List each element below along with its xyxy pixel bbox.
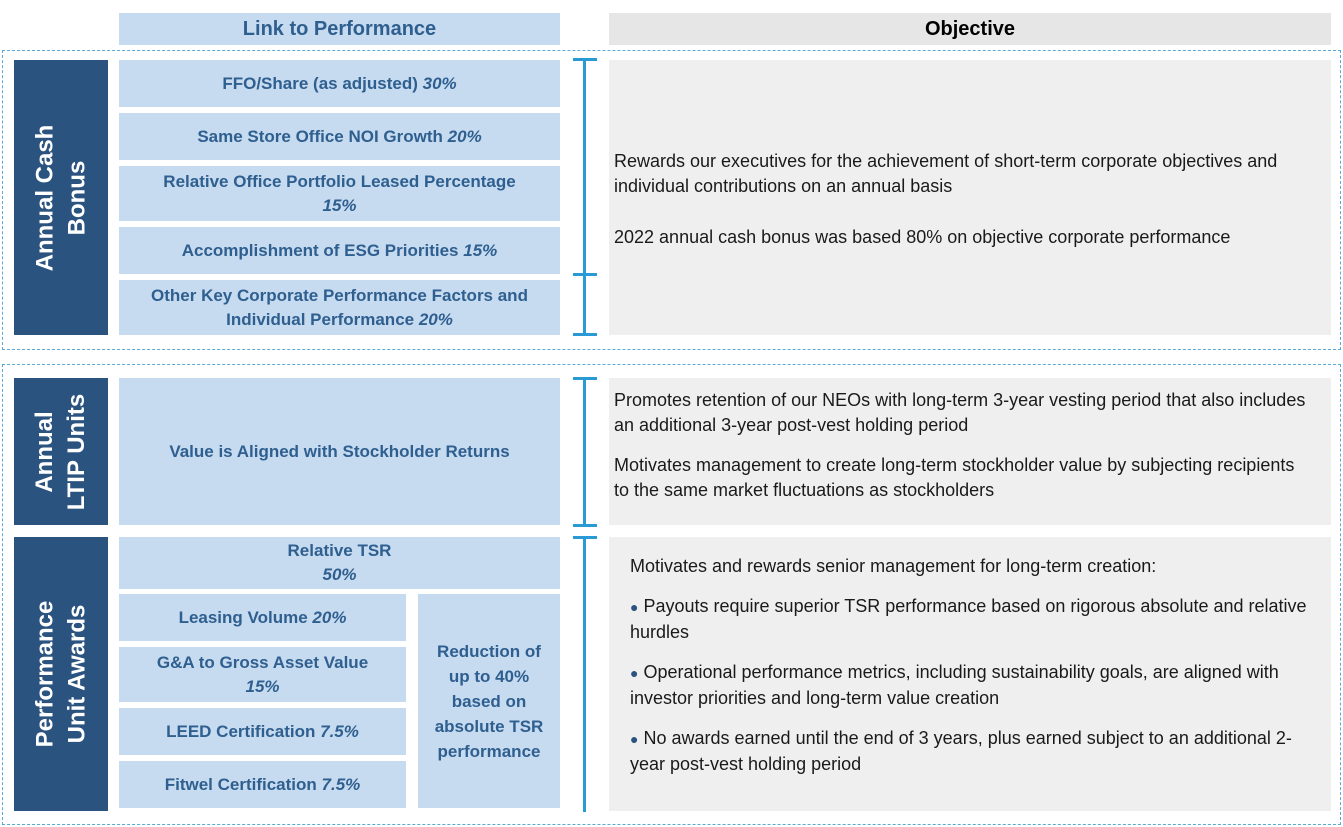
objective-text: Motivates management to create long-term… (614, 455, 1295, 500)
metric-weight: 7.5% (320, 721, 359, 741)
metric-other-key-factors: Other Key Corporate Performance Factors … (119, 280, 560, 335)
objective-bullet: ● Operational performance metrics, inclu… (630, 660, 1311, 711)
label-line: Unit Awards (63, 604, 91, 744)
metric-ffo-share: FFO/Share (as adjusted) 30% (119, 60, 560, 107)
label-line: Performance (31, 600, 59, 748)
metric-weight: 50% (322, 565, 357, 584)
objective-intro: Motivates and rewards senior management … (630, 556, 1157, 576)
bracket-performance-units (573, 536, 597, 812)
objective-bullet: ● Payouts require superior TSR performan… (630, 594, 1311, 645)
metric-name: Other Key Corporate Performance Factors … (151, 285, 528, 329)
metric-fitwel-certification: Fitwel Certification 7.5% (119, 761, 406, 808)
bullet-icon: ● (630, 731, 639, 747)
metric-name: Fitwel Certification (164, 774, 317, 794)
metric-name: Same Store Office NOI Growth (197, 126, 443, 146)
metric-weight: 20% (447, 126, 482, 146)
link-to-performance-header: Link to Performance (119, 13, 560, 45)
annual-cash-bonus-label: Annual Cash Bonus (14, 60, 108, 335)
metric-weight: 15% (322, 195, 357, 215)
metric-name: Value is Aligned with Stockholder Return… (169, 441, 510, 461)
objective-text: Rewards our executives for the achieveme… (614, 151, 1278, 196)
metric-leasing-volume: Leasing Volume 20% (119, 594, 406, 641)
metric-esg-priorities: Accomplishment of ESG Priorities 15% (119, 227, 560, 274)
link-header-label: Link to Performance (242, 17, 437, 40)
objective-header: Objective (609, 13, 1331, 45)
bracket-ltip (573, 377, 597, 527)
metric-weight: 20% (418, 309, 453, 329)
bullet-text: Operational performance metrics, includi… (630, 662, 1279, 708)
objective-ltip: Promotes retention of our NEOs with long… (609, 378, 1331, 525)
metric-same-store-noi: Same Store Office NOI Growth 20% (119, 113, 560, 160)
annual-cash-bonus-section (2, 50, 1341, 350)
metric-weight: 15% (463, 240, 498, 260)
metric-leed-certification: LEED Certification 7.5% (119, 708, 406, 755)
label-line: Annual Cash (31, 124, 58, 271)
metric-relative-tsr: Relative TSR 50% (119, 537, 560, 589)
metric-relative-leased-pct: Relative Office Portfolio Leased Percent… (119, 166, 560, 221)
metric-name: Accomplishment of ESG Priorities (181, 240, 459, 260)
metric-name: Relative Office Portfolio Leased Percent… (163, 171, 516, 191)
metric-name: FFO/Share (as adjusted) (222, 73, 418, 93)
reduction-text: Reduction of up to 40% based on absolute… (434, 641, 544, 761)
metric-name: G&A to Gross Asset Value (156, 652, 369, 672)
bullet-text: No awards earned until the end of 3 year… (630, 728, 1292, 774)
objective-bullet: ● No awards earned until the end of 3 ye… (630, 726, 1311, 777)
metric-weight: 7.5% (321, 774, 361, 794)
long-term-incentive-section (2, 364, 1341, 825)
metric-ga-gross-asset: G&A to Gross Asset Value 15% (119, 647, 406, 702)
metric-name: LEED Certification (166, 721, 316, 741)
objective-performance-units: Motivates and rewards senior management … (609, 537, 1331, 811)
bullet-icon: ● (630, 599, 639, 615)
bullet-icon: ● (630, 665, 639, 681)
performance-unit-awards-label: Performance Unit Awards (14, 537, 108, 811)
objective-cash-bonus: Rewards our executives for the achieveme… (609, 60, 1331, 335)
metric-name: Relative TSR (287, 541, 392, 560)
metric-weight: 30% (422, 73, 457, 93)
metric-weight: 20% (312, 607, 347, 627)
bullet-text: Payouts require superior TSR performance… (630, 596, 1307, 642)
metric-stockholder-returns: Value is Aligned with Stockholder Return… (119, 378, 560, 525)
metric-name: Leasing Volume (178, 607, 308, 627)
annual-ltip-units-label: Annual LTIP Units (14, 378, 108, 525)
objective-text: Promotes retention of our NEOs with long… (614, 390, 1306, 435)
label-line: Annual (31, 410, 59, 493)
metric-weight: 15% (245, 676, 280, 696)
reduction-absolute-tsr: Reduction of up to 40% based on absolute… (418, 594, 560, 808)
objective-header-label: Objective (924, 17, 1016, 40)
label-line: Bonus (63, 160, 90, 235)
label-line: LTIP Units (63, 393, 91, 510)
objective-text: 2022 annual cash bonus was based 80% on … (614, 227, 1231, 247)
bracket-cash-bonus (573, 58, 597, 336)
